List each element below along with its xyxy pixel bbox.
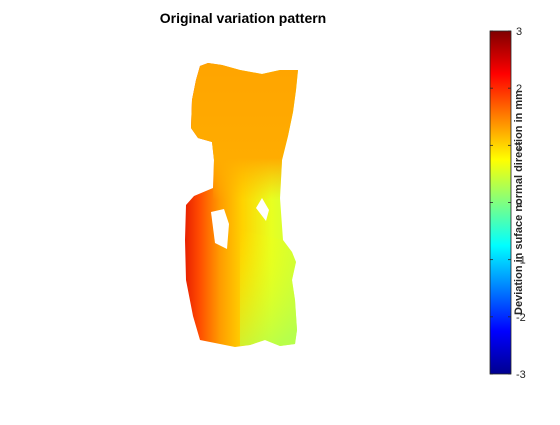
surface-plot — [185, 63, 298, 347]
colorbar-tick-label: -2 — [516, 312, 526, 324]
colorbar: -3 -2 -1 0 1 2 3 Deviation in suface normal di… — [489, 26, 526, 381]
surface-lower-right-shade — [240, 230, 297, 346]
colorbar-tick-label: -3 — [516, 369, 526, 381]
chart-title: Original variation pattern — [159, 10, 327, 26]
surface-top-shade — [191, 63, 298, 200]
colorbar-tick-label: -1 — [516, 255, 526, 267]
colorbar-gradient — [489, 30, 512, 375]
colorbar-tick-label: 3 — [516, 26, 522, 38]
surface-hole-right — [256, 198, 269, 221]
surface-hole-left — [211, 209, 229, 249]
colorbar-tick-label: 1 — [516, 140, 522, 152]
colorbar-tick-label: 0 — [516, 198, 522, 210]
colorbar-tick-label: 2 — [516, 83, 522, 95]
colorbar-ticks: -3 -2 -1 0 1 2 3 — [490, 26, 526, 381]
colorbar-label: Deviation in suface normal direction in … — [513, 90, 525, 315]
